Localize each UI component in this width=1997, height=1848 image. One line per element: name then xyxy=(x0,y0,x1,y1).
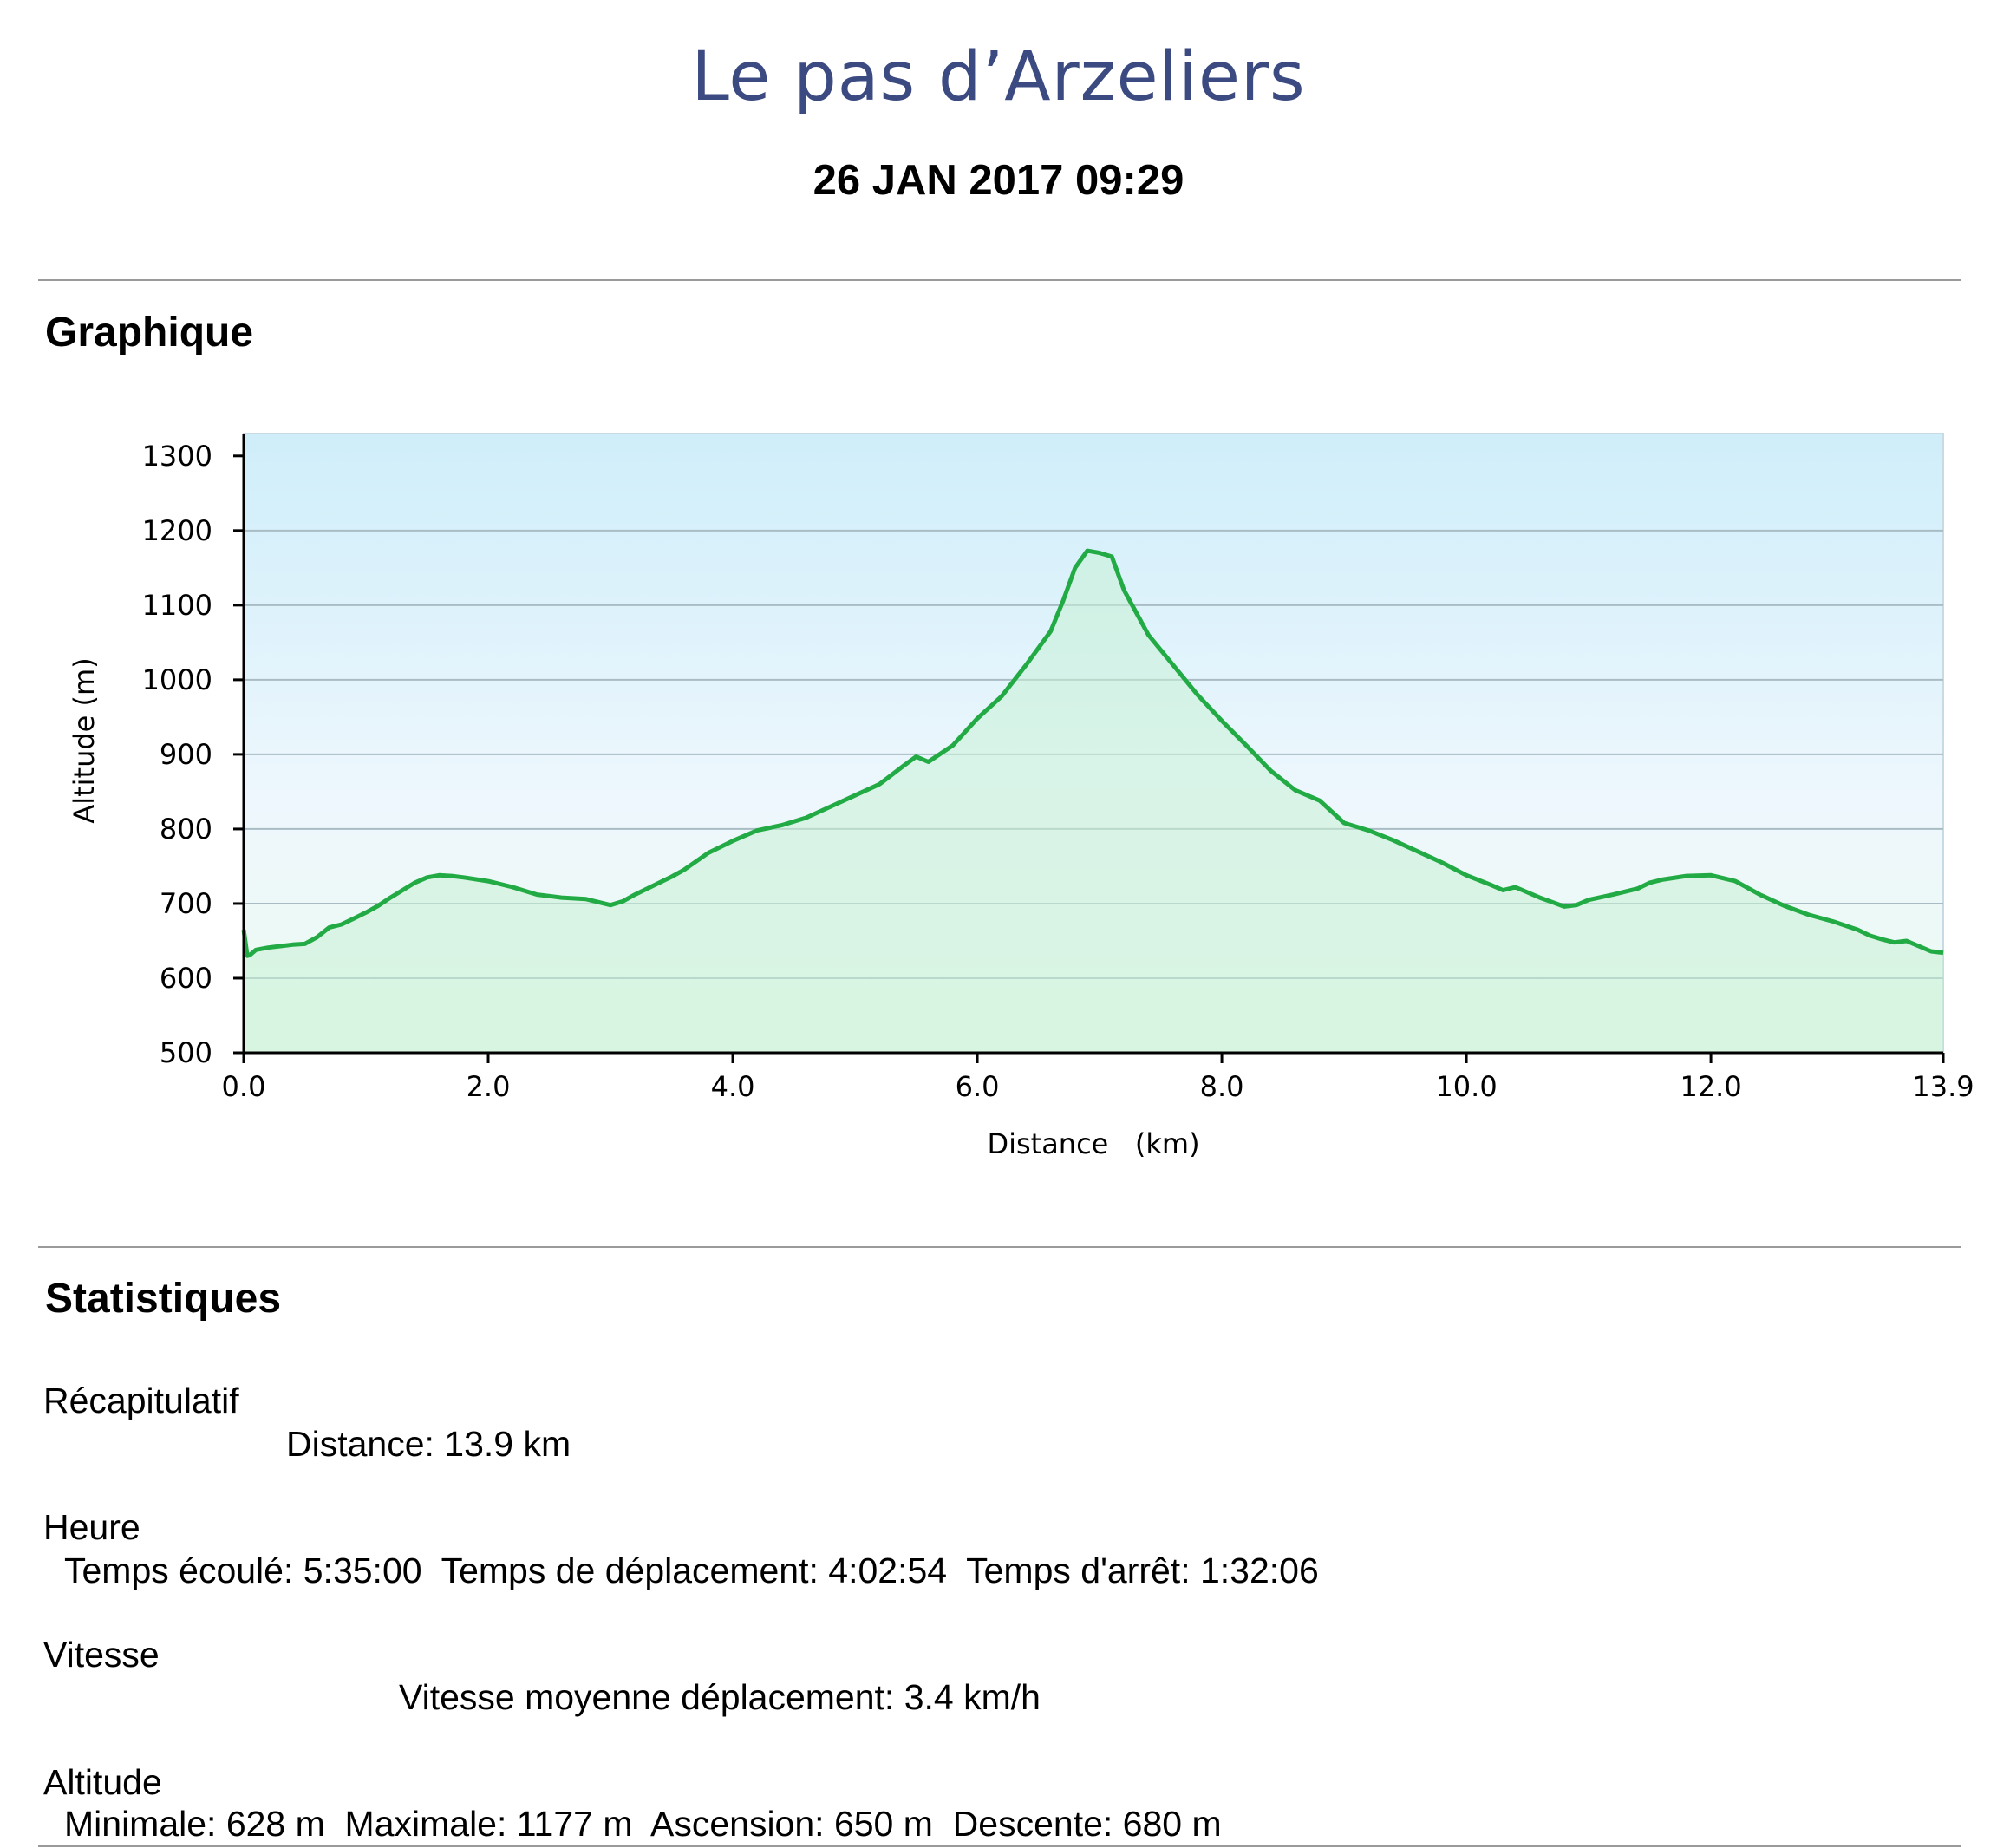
y-axis-ticks: 500 600 700 800 900 1000 1100 1200 1300 xyxy=(142,440,244,1069)
distance-stat: Distance: 13.9 km xyxy=(286,1424,571,1464)
y-tick-label: 500 xyxy=(160,1036,212,1069)
y-tick-label: 1200 xyxy=(142,514,212,547)
x-tick-label: 13.9 xyxy=(1912,1070,1974,1103)
x-axis-title: Distance (km) xyxy=(987,1127,1199,1160)
y-tick-label: 800 xyxy=(160,813,212,846)
y-tick-label: 700 xyxy=(160,887,212,920)
y-tick-label: 1100 xyxy=(142,589,212,622)
speed-stat: Vitesse moyenne déplacement: 3.4 km/h xyxy=(399,1677,1041,1717)
page-title: Le pas d’Arzeliers xyxy=(691,38,1306,116)
x-tick-label: 2.0 xyxy=(467,1070,511,1103)
y-tick-label: 1300 xyxy=(142,440,212,473)
elevation-line xyxy=(241,548,1944,958)
recap-label: Récapitulatif xyxy=(43,1381,239,1420)
y-tick-label: 900 xyxy=(160,738,212,771)
stats-section-title: Statistiques xyxy=(45,1276,282,1322)
divider xyxy=(38,279,1961,281)
y-tick-label: 600 xyxy=(160,962,212,995)
time-stats: Temps écoulé: 5:35:00 Temps de déplaceme… xyxy=(64,1551,1319,1590)
elevation-chart: 500 600 700 800 900 1000 1100 1200 1300 0.0 2.0 4.… xyxy=(68,433,1974,1160)
x-tick-label: 6.0 xyxy=(956,1070,1000,1103)
speed-label: Vitesse xyxy=(43,1635,160,1675)
track-date: 26 JAN 2017 09:29 xyxy=(813,157,1184,204)
x-tick-label: 12.0 xyxy=(1680,1070,1741,1103)
divider xyxy=(38,1845,1961,1847)
x-tick-label: 4.0 xyxy=(711,1070,755,1103)
time-label: Heure xyxy=(43,1507,140,1547)
x-tick-label: 8.0 xyxy=(1200,1070,1244,1103)
x-tick-label: 10.0 xyxy=(1435,1070,1497,1103)
divider xyxy=(38,1246,1961,1248)
graph-section-title: Graphique xyxy=(45,310,254,356)
altitude-stats: Minimale: 628 m Maximale: 1177 m Ascensi… xyxy=(64,1804,1222,1844)
y-axis-title: Altitude (m) xyxy=(68,657,101,823)
y-tick-label: 1000 xyxy=(142,663,212,696)
x-tick-label: 0.0 xyxy=(222,1070,266,1103)
altitude-label: Altitude xyxy=(43,1762,162,1802)
elevation-area xyxy=(244,551,1943,1053)
x-axis-ticks: 0.0 2.0 4.0 6.0 8.0 10.0 12.0 13.9 xyxy=(222,1053,1974,1103)
